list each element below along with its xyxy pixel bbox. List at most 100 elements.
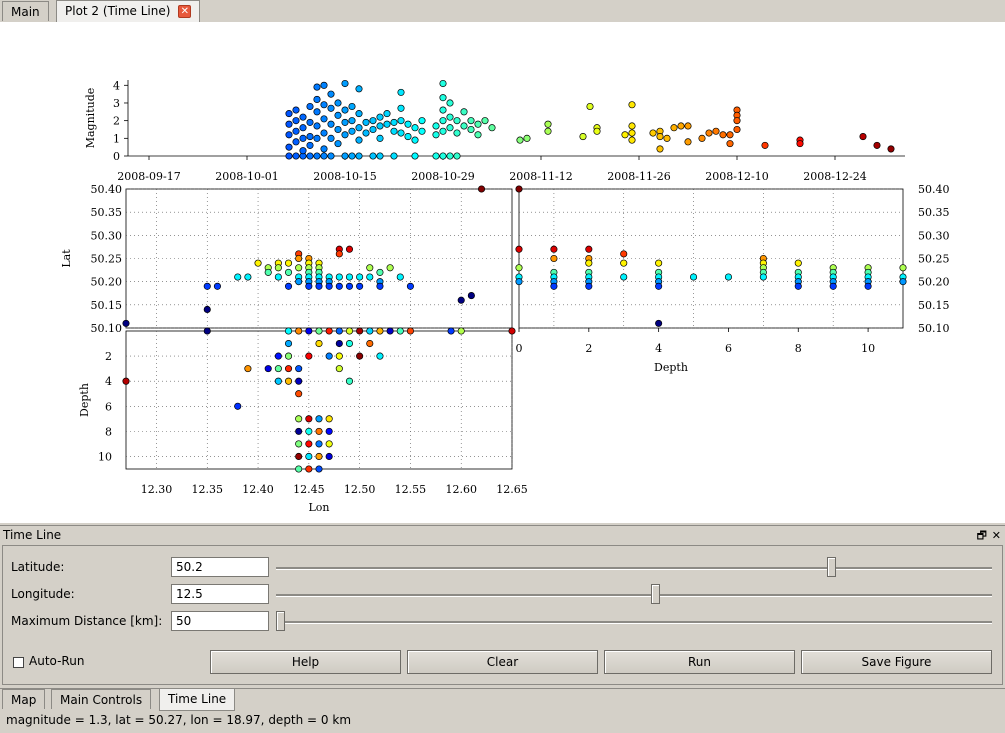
- mag-point: [348, 102, 356, 111]
- mag-point: [649, 129, 657, 137]
- mag-point: [376, 134, 384, 142]
- mag-point: [369, 152, 377, 160]
- tab-main-controls[interactable]: Main Controls: [51, 689, 152, 709]
- mag-point: [292, 152, 300, 160]
- lon-depth-point: [315, 327, 323, 335]
- lon-depth-point: [345, 339, 354, 348]
- mag-point: [887, 145, 895, 153]
- depth-lat-y-tick-label: 50.20: [918, 276, 950, 289]
- mag-point: [684, 122, 692, 130]
- max-distance-label: Maximum Distance [km]:: [11, 614, 163, 628]
- mag-point: [446, 152, 454, 160]
- max-distance-field[interactable]: 50: [171, 611, 269, 631]
- tab-map[interactable]: Map: [2, 689, 46, 709]
- depth-lat-point: [585, 282, 593, 290]
- lon-depth-point: [295, 415, 303, 423]
- lat-lon-point: [396, 273, 404, 281]
- mag-x-tick-label: 2008-11-26: [607, 170, 670, 183]
- mag-point: [439, 106, 447, 114]
- mag-point: [313, 83, 321, 91]
- lon-depth-point: [274, 365, 282, 373]
- mag-point: [292, 138, 300, 146]
- mag-point: [334, 111, 342, 119]
- lon-depth-point: [376, 352, 384, 360]
- mag-point: [348, 152, 356, 160]
- lon-depth-point: [345, 327, 354, 335]
- mag-point: [516, 136, 524, 144]
- lon-depth-point: [284, 352, 293, 360]
- mag-point: [621, 131, 629, 139]
- plot-canvas[interactable]: 0 1 2 3 4 2008-09-17 2008-10-01 2008-10-15 2008-…: [0, 22, 1005, 523]
- mag-point: [670, 124, 678, 132]
- bottom-tab-bar: Map Main Controls Time Line: [0, 688, 1005, 711]
- mag-point: [334, 125, 342, 134]
- tab-plot-2-label: Plot 2 (Time Line): [65, 4, 171, 18]
- tab-main-label: Main: [11, 5, 40, 19]
- mag-point: [327, 90, 335, 98]
- tab-time-line[interactable]: Time Line: [159, 689, 236, 711]
- latitude-slider-handle[interactable]: [827, 557, 837, 577]
- mag-point: [411, 152, 419, 160]
- mag-point: [383, 120, 391, 128]
- lon-depth-point: [406, 327, 414, 335]
- lon-depth-point: [274, 377, 282, 385]
- tab-main[interactable]: Main: [2, 1, 49, 21]
- mag-point: [446, 124, 454, 132]
- lon-depth-point: [295, 440, 303, 448]
- lon-depth-point: [335, 339, 343, 348]
- mag-point: [656, 133, 664, 141]
- mag-point: [432, 122, 440, 130]
- run-button[interactable]: Run: [604, 650, 795, 674]
- help-button[interactable]: Help: [210, 650, 401, 674]
- max-distance-slider[interactable]: [276, 621, 992, 624]
- lon-depth-point: [295, 365, 303, 373]
- lon-depth-point: [305, 440, 313, 448]
- dock-close-icon[interactable]: ✕: [991, 529, 1001, 542]
- mag-point: [285, 110, 293, 118]
- tab-plot-2[interactable]: Plot 2 (Time Line) ✕: [56, 0, 201, 22]
- lat-tick-label: 50.40: [91, 183, 123, 196]
- depth-lat-x-tick-label: 6: [725, 342, 732, 355]
- mag-point: [306, 102, 314, 111]
- clear-button[interactable]: Clear: [407, 650, 598, 674]
- longitude-slider-handle[interactable]: [650, 584, 660, 604]
- latitude-field[interactable]: 50.2: [171, 557, 269, 577]
- lon-depth-point: [335, 327, 343, 335]
- mag-point: [397, 88, 405, 96]
- mag-point: [726, 131, 734, 139]
- time-line-controls: Latitude: 50.2 Longitude: 12.5 Maximum D…: [2, 545, 1003, 685]
- mag-y-label: Magnitude: [84, 88, 97, 149]
- lon-tick-label: 12.30: [141, 483, 173, 496]
- max-distance-slider-handle[interactable]: [276, 611, 285, 631]
- mag-point: [488, 124, 496, 132]
- mag-point: [439, 152, 447, 160]
- longitude-field[interactable]: 12.5: [171, 584, 269, 604]
- mag-point: [439, 127, 447, 135]
- mag-point: [362, 129, 370, 137]
- mag-point: [341, 79, 349, 88]
- lon-depth-point: [122, 377, 130, 385]
- mag-point: [341, 152, 349, 160]
- lon-tick-label: 12.40: [242, 483, 274, 496]
- auto-run-checkbox[interactable]: [13, 657, 24, 668]
- mag-point: [369, 117, 377, 125]
- lon-depth-point: [274, 352, 282, 360]
- dock-title: Time Line: [3, 528, 62, 542]
- float-icon[interactable]: 🗗: [976, 529, 987, 542]
- mag-point: [390, 152, 398, 160]
- depth-lat-point: [899, 264, 907, 272]
- lat-lon-point: [477, 185, 486, 193]
- mag-point: [376, 113, 384, 121]
- save-figure-button[interactable]: Save Figure: [801, 650, 992, 674]
- depth-lat-x-tick-label: 4: [655, 342, 662, 355]
- depth-tick-label: 8: [105, 425, 112, 438]
- mag-point: [320, 145, 328, 153]
- longitude-slider[interactable]: [276, 594, 992, 597]
- mag-point: [390, 127, 398, 135]
- lon-depth-point: [305, 327, 313, 335]
- mag-point: [334, 140, 342, 148]
- mag-point: [383, 110, 391, 118]
- close-icon[interactable]: ✕: [178, 5, 192, 18]
- mag-point: [355, 136, 363, 144]
- latitude-slider[interactable]: [276, 567, 992, 570]
